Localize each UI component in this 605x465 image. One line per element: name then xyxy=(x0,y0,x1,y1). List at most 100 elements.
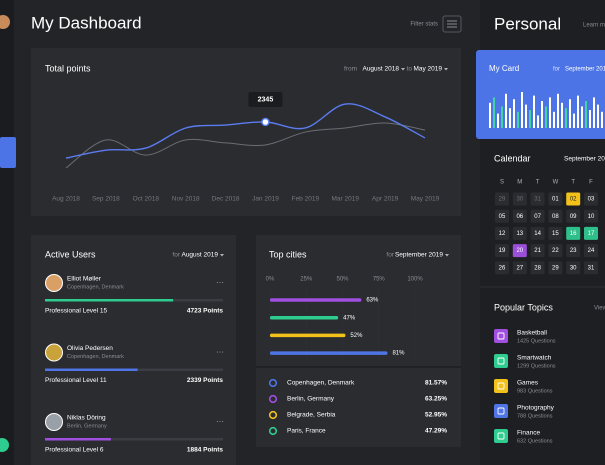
card-bar xyxy=(565,108,567,128)
card-bar xyxy=(501,106,503,128)
topic-name[interactable]: Smartwatch xyxy=(517,355,552,362)
card-bar xyxy=(497,113,499,128)
weekday: M xyxy=(517,180,522,186)
dropdown-caret xyxy=(401,68,405,71)
day-cell[interactable] xyxy=(495,226,509,240)
day-cell[interactable] xyxy=(584,261,598,275)
day-cell[interactable] xyxy=(530,209,545,223)
day-cell[interactable] xyxy=(548,209,563,223)
card-bar xyxy=(561,102,563,128)
sidebar-status[interactable] xyxy=(0,438,9,452)
more-menu[interactable]: ··· xyxy=(216,278,224,287)
card-bar xyxy=(513,99,515,128)
x-tick-label: May 2019 xyxy=(411,196,440,203)
user-name[interactable]: Niklas Döring xyxy=(67,415,106,422)
view-all-link[interactable]: View all xyxy=(594,306,605,312)
day-cell[interactable] xyxy=(566,244,581,258)
sidebar-active-tab[interactable] xyxy=(0,137,16,168)
day-number: 26 xyxy=(499,265,506,271)
day-cell[interactable] xyxy=(548,226,563,240)
day-cell[interactable] xyxy=(530,244,545,258)
progress-bar xyxy=(45,438,111,441)
from-date[interactable]: August 2018 xyxy=(362,66,399,73)
card-bar xyxy=(577,95,579,128)
user-name[interactable]: Olivia Pedersen xyxy=(67,345,113,352)
more-menu[interactable]: ··· xyxy=(216,348,224,357)
user-level: Professional Level 11 xyxy=(45,377,107,384)
card-bar xyxy=(517,111,519,128)
day-number: 24 xyxy=(588,248,595,254)
day-cell[interactable] xyxy=(512,209,527,223)
day-number: 16 xyxy=(570,231,577,237)
x-tick-label: 25% xyxy=(300,277,313,283)
period[interactable]: August 2019 xyxy=(181,252,218,259)
day-cell[interactable] xyxy=(584,244,598,258)
day-cell[interactable] xyxy=(584,209,598,223)
day-cell[interactable] xyxy=(566,209,581,223)
day-cell[interactable] xyxy=(584,226,598,240)
to-label: to xyxy=(407,66,413,73)
day-number: 20 xyxy=(516,248,523,254)
card-bar xyxy=(585,101,587,128)
sidebar-avatar[interactable] xyxy=(0,15,10,29)
day-cell[interactable] xyxy=(530,192,545,206)
day-cell[interactable] xyxy=(495,192,509,206)
day-cell[interactable] xyxy=(512,261,527,275)
day-cell[interactable] xyxy=(530,261,545,275)
dropdown-caret xyxy=(220,254,224,257)
topic-name[interactable]: Photography xyxy=(517,405,555,412)
day-cell[interactable] xyxy=(566,192,581,206)
topic-icon xyxy=(494,404,508,418)
filter-button[interactable] xyxy=(442,15,462,33)
topic-name[interactable]: Basketball xyxy=(517,330,548,337)
progress-bar xyxy=(45,368,138,371)
for-label: for xyxy=(386,252,394,259)
day-cell[interactable] xyxy=(566,226,581,240)
city-name: Berlin, Germany xyxy=(287,396,335,403)
day-cell[interactable] xyxy=(512,226,527,240)
day-number: 23 xyxy=(570,248,577,254)
period[interactable]: September 2019 xyxy=(395,252,443,259)
learn-more-link[interactable]: Learn more xyxy=(583,23,605,29)
x-tick-label: Mar 2019 xyxy=(331,196,359,203)
sidebar xyxy=(0,0,14,465)
weekday: T xyxy=(536,180,540,186)
bar-label: 63% xyxy=(366,298,379,304)
line-series xyxy=(65,122,426,169)
avatar xyxy=(45,413,63,431)
progress-bar xyxy=(45,299,174,302)
bar-label: 81% xyxy=(392,351,405,357)
to-date[interactable]: May 2019 xyxy=(413,66,442,73)
user-name[interactable]: Elliot Møller xyxy=(67,276,102,283)
panel-title: Total points xyxy=(45,63,91,73)
day-cell[interactable] xyxy=(495,244,509,258)
topic-name[interactable]: Games xyxy=(517,380,539,387)
topic-glyph xyxy=(497,382,505,390)
day-cell[interactable] xyxy=(584,192,598,206)
my-card[interactable] xyxy=(476,50,605,139)
weekday: T xyxy=(571,180,575,186)
card-bar xyxy=(505,93,507,128)
day-cell[interactable] xyxy=(548,261,563,275)
card-bar xyxy=(549,97,551,128)
day-cell[interactable] xyxy=(530,226,545,240)
more-menu[interactable]: ··· xyxy=(216,417,224,426)
topic-glyph xyxy=(497,432,505,440)
day-cell[interactable] xyxy=(548,192,563,206)
day-cell[interactable] xyxy=(495,261,509,275)
day-cell[interactable] xyxy=(566,261,581,275)
day-cell[interactable] xyxy=(495,209,509,223)
day-number: 03 xyxy=(588,197,595,203)
period[interactable]: September 2019 xyxy=(564,156,605,163)
day-number: 07 xyxy=(534,214,541,220)
user-level: Professional Level 15 xyxy=(45,308,108,315)
panel-title: Popular Topics xyxy=(494,302,553,312)
day-cell[interactable] xyxy=(548,244,563,258)
day-number: 30 xyxy=(516,197,523,203)
city-share: 47.29% xyxy=(425,428,447,435)
day-cell[interactable] xyxy=(512,192,527,206)
filter-label[interactable]: Filter stats xyxy=(410,22,438,28)
day-cell[interactable] xyxy=(512,244,527,258)
topic-icon xyxy=(494,429,508,443)
topic-name[interactable]: Finance xyxy=(517,430,541,437)
